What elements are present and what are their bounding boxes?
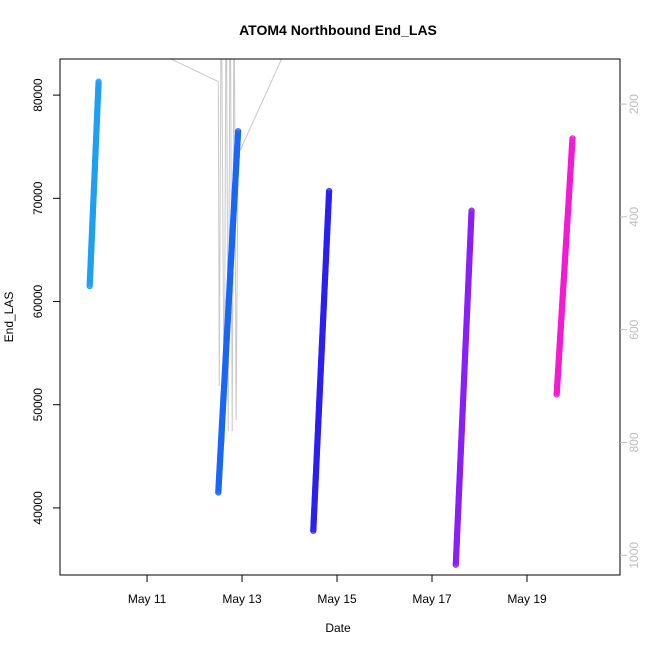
y2-tick-label: 400 (627, 207, 641, 227)
y-tick-label: 80000 (31, 78, 45, 112)
y-tick-label: 40000 (31, 491, 45, 525)
y2-tick-label: 1000 (627, 542, 641, 569)
points-layer (86, 78, 576, 568)
chart-title: ATOM4 Northbound End_LAS (239, 22, 437, 38)
x-tick-label: May 17 (412, 592, 452, 606)
axes-layer: May 11 May 13 May 15 May 17 May 19 40000 50000… (31, 58, 641, 606)
y2-tick-label: 800 (627, 432, 641, 452)
y2-tick-label: 200 (627, 94, 641, 114)
series-4 (452, 207, 475, 568)
x-axis-label: Date (325, 621, 351, 635)
data-point (468, 207, 475, 214)
y2-tick-label: 600 (627, 319, 641, 339)
data-point (325, 187, 333, 195)
x-tick-label: May 19 (507, 592, 547, 606)
x-tick-label: May 15 (317, 592, 357, 606)
plot-frame (59, 58, 621, 576)
y-tick-label: 50000 (31, 388, 45, 422)
data-point (569, 135, 576, 142)
x-tick-label: May 11 (128, 592, 167, 606)
series-5 (553, 135, 576, 398)
y-tick-label: 60000 (31, 284, 45, 318)
data-point (95, 78, 102, 85)
series-3 (310, 187, 333, 534)
data-point (234, 128, 242, 135)
x-tick-label: May 13 (222, 592, 262, 606)
series-2 (215, 128, 242, 496)
y-axis-label: End_LAS (2, 292, 16, 343)
series-1 (86, 78, 102, 290)
secondary-series-layer (169, 59, 283, 443)
y-tick-label: 70000 (31, 181, 45, 215)
secondary-line (169, 59, 283, 443)
